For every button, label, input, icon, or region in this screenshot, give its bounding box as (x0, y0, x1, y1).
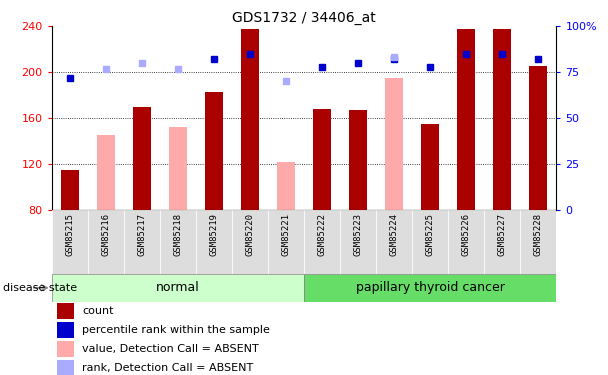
Text: GSM85216: GSM85216 (102, 213, 110, 256)
Text: percentile rank within the sample: percentile rank within the sample (82, 325, 270, 334)
Bar (124, 210, 160, 274)
Bar (530, 66, 547, 210)
Text: GSM85226: GSM85226 (461, 213, 471, 256)
Bar (421, 124, 439, 210)
Bar (277, 162, 295, 210)
Text: count: count (82, 306, 114, 316)
Text: papillary thyroid cancer: papillary thyroid cancer (356, 281, 505, 294)
Text: GDS1732 / 34406_at: GDS1732 / 34406_at (232, 11, 376, 25)
Bar (385, 78, 403, 210)
Text: GSM85217: GSM85217 (137, 213, 147, 256)
Bar (133, 106, 151, 210)
Text: GSM85221: GSM85221 (282, 213, 291, 256)
Bar (57, 303, 74, 320)
Bar (205, 92, 223, 210)
Text: GSM85219: GSM85219 (209, 213, 218, 256)
Bar (97, 135, 115, 210)
Bar (457, 28, 475, 210)
Text: rank, Detection Call = ABSENT: rank, Detection Call = ABSENT (82, 363, 253, 373)
Bar (268, 210, 304, 274)
Text: GSM85227: GSM85227 (498, 213, 506, 256)
Bar (57, 360, 74, 375)
Bar (232, 210, 268, 274)
Text: value, Detection Call = ABSENT: value, Detection Call = ABSENT (82, 344, 259, 354)
Bar (52, 210, 88, 274)
Text: GSM85220: GSM85220 (246, 213, 254, 256)
Bar (88, 210, 124, 274)
Bar (52, 274, 304, 302)
Bar (484, 210, 520, 274)
Text: GSM85223: GSM85223 (354, 213, 362, 256)
Bar (493, 28, 511, 210)
Bar (160, 210, 196, 274)
Bar (241, 28, 259, 210)
Bar (61, 170, 78, 210)
Bar (304, 210, 340, 274)
Bar (349, 110, 367, 210)
Bar (412, 210, 448, 274)
Text: GSM85225: GSM85225 (426, 213, 435, 256)
Bar (196, 210, 232, 274)
Text: GSM85224: GSM85224 (390, 213, 399, 256)
Bar (57, 341, 74, 357)
Bar (340, 210, 376, 274)
Text: GSM85222: GSM85222 (317, 213, 326, 256)
Bar (448, 210, 484, 274)
Text: GSM85218: GSM85218 (173, 213, 182, 256)
Bar (520, 210, 556, 274)
Bar (376, 210, 412, 274)
Text: GSM85228: GSM85228 (534, 213, 543, 256)
Text: normal: normal (156, 281, 199, 294)
Text: GSM85215: GSM85215 (65, 213, 74, 256)
Bar (313, 109, 331, 210)
Text: disease state: disease state (3, 283, 77, 293)
Bar (169, 128, 187, 210)
Bar (57, 322, 74, 338)
Bar (304, 274, 556, 302)
